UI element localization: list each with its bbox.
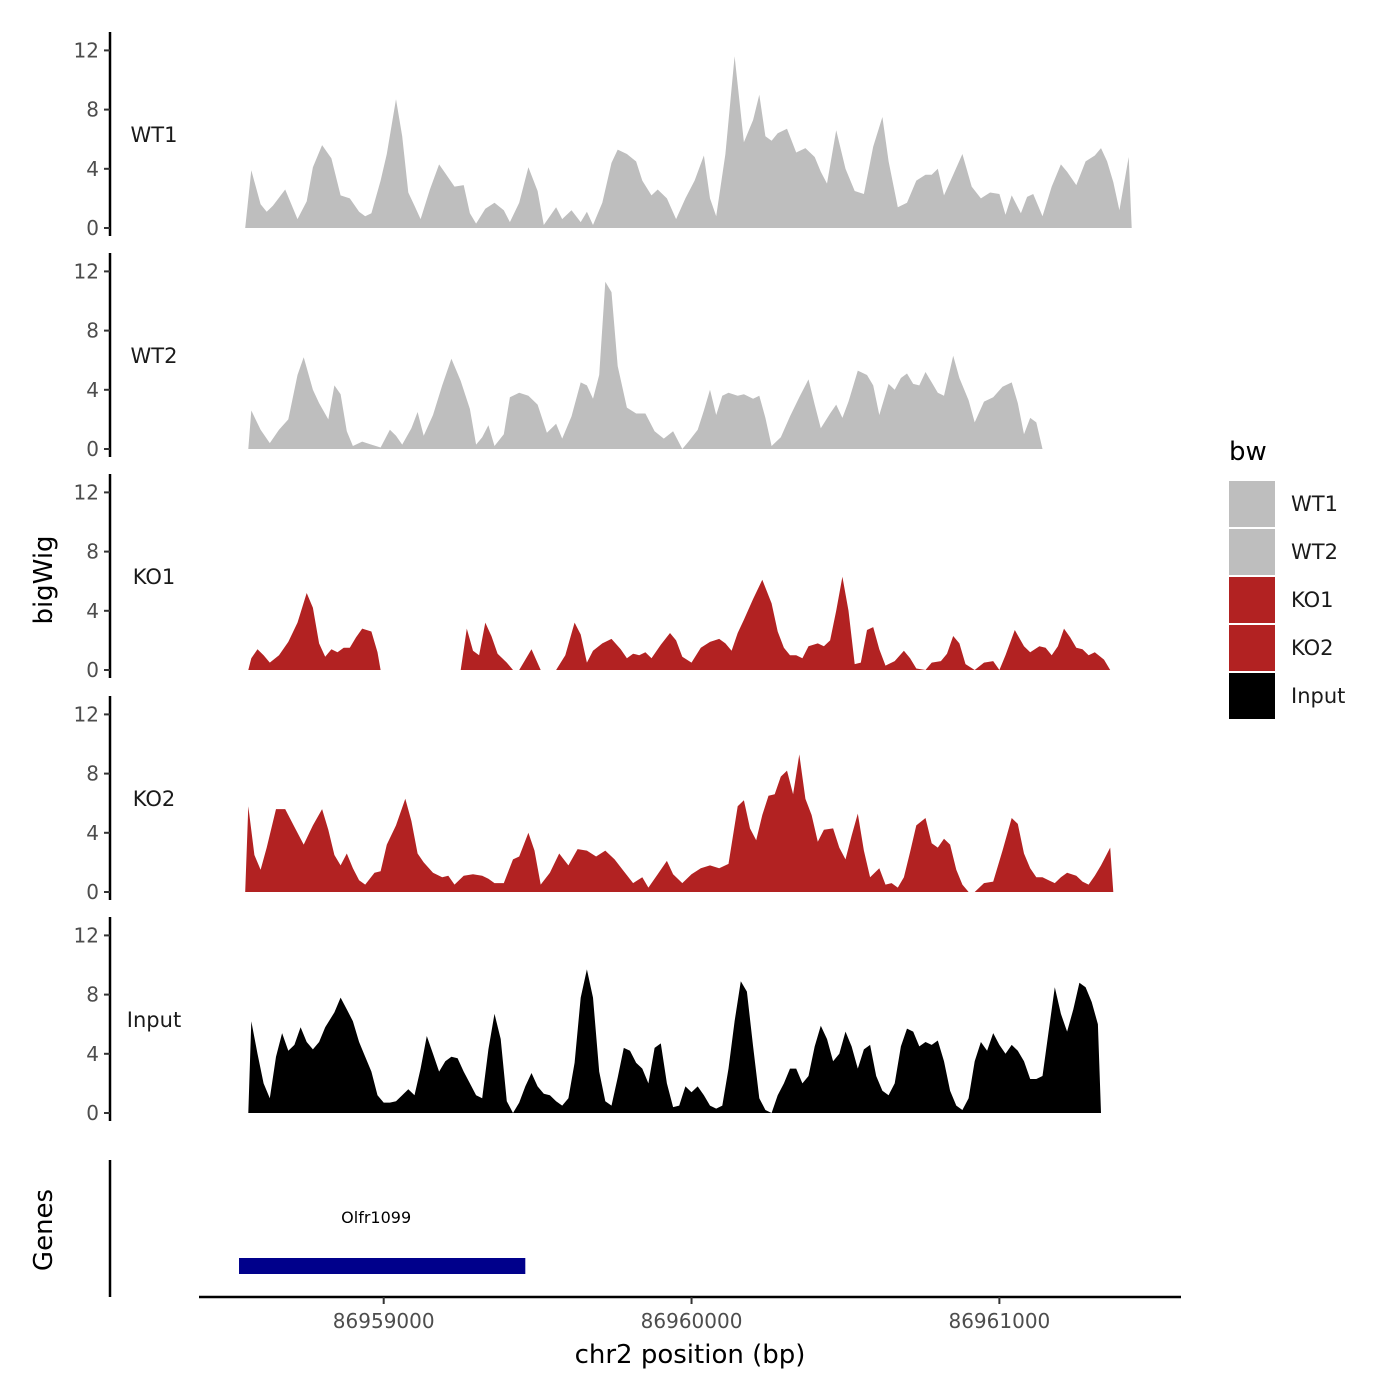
legend-label-wt1: WT1 [1291, 492, 1338, 516]
x-axis-title: chr2 position (bp) [575, 1340, 806, 1370]
x-tick-label: 86959000 [333, 1309, 435, 1333]
legend-label-ko2: KO2 [1291, 636, 1334, 660]
legend-swatch-ko2 [1229, 625, 1275, 671]
y-tick-label: 4 [86, 378, 99, 402]
track-ko1: 0 4 8 12 KO1 [74, 474, 1111, 682]
y-tick-label: 4 [86, 157, 99, 181]
x-tick-label: 86961000 [948, 1309, 1050, 1333]
y-tick-label: 8 [86, 98, 99, 122]
genes-track-title: Genes [29, 1189, 59, 1271]
track-input: 0 4 8 12 Input [74, 917, 1102, 1125]
legend-swatch-wt1 [1229, 481, 1275, 527]
y-tick-label: 8 [86, 540, 99, 564]
y-tick-label: 8 [86, 319, 99, 343]
y-tick-label: 12 [74, 923, 99, 947]
y-axis-title: bigWig [29, 535, 59, 624]
area-ko1 [248, 576, 1111, 670]
area-wt1 [245, 56, 1132, 228]
track-wt1: 0 4 8 12 WT1 [74, 32, 1132, 240]
legend-title: bw [1229, 437, 1267, 467]
y-tick-label: 0 [86, 216, 99, 240]
y-tick-label: 0 [86, 437, 99, 461]
legend-swatch-wt2 [1229, 529, 1275, 575]
track-ko2: 0 4 8 12 KO2 [74, 696, 1114, 904]
x-tick-label: 86960000 [641, 1309, 743, 1333]
legend-swatch-ko1 [1229, 577, 1275, 623]
y-tick-label: 4 [86, 599, 99, 623]
y-tick-label: 8 [86, 983, 99, 1007]
y-tick-label: 12 [74, 38, 99, 62]
legend-label-wt2: WT2 [1291, 540, 1338, 564]
legend-label-ko1: KO1 [1291, 588, 1334, 612]
y-tick-label: 12 [74, 480, 99, 504]
y-tick-label: 12 [74, 259, 99, 283]
y-tick-label: 0 [86, 1101, 99, 1125]
y-tick-label: 4 [86, 821, 99, 845]
legend: bw WT1 WT2 KO1 KO2 Input [1229, 437, 1345, 719]
area-input [248, 969, 1102, 1113]
track-label-ko2: KO2 [133, 787, 176, 811]
y-tick-label: 0 [86, 880, 99, 904]
gene-bar [239, 1258, 526, 1274]
track-wt2: 0 4 8 12 WT2 [74, 253, 1043, 461]
track-label-ko1: KO1 [133, 565, 176, 589]
area-wt2 [248, 281, 1043, 449]
gene-label: Olfr1099 [341, 1208, 411, 1227]
track-label-input: Input [127, 1008, 181, 1032]
y-tick-label: 0 [86, 658, 99, 682]
track-label-wt2: WT2 [131, 344, 178, 368]
legend-swatch-input [1229, 673, 1275, 719]
track-label-wt1: WT1 [131, 123, 178, 147]
y-tick-label: 4 [86, 1042, 99, 1066]
y-tick-label: 12 [74, 702, 99, 726]
legend-label-input: Input [1291, 684, 1345, 708]
area-ko2 [245, 754, 1114, 892]
y-tick-label: 8 [86, 762, 99, 786]
x-axis: 86959000 86960000 86961000 [199, 1295, 1181, 1333]
genes-track: Olfr1099 [108, 1160, 526, 1297]
tracks-layer: 0 4 8 12 WT1 0 4 8 12 WT2 0 4 8 12 KO1 0 4 8 12 KO2 0 4 8 12 Inp… [74, 32, 1132, 1125]
